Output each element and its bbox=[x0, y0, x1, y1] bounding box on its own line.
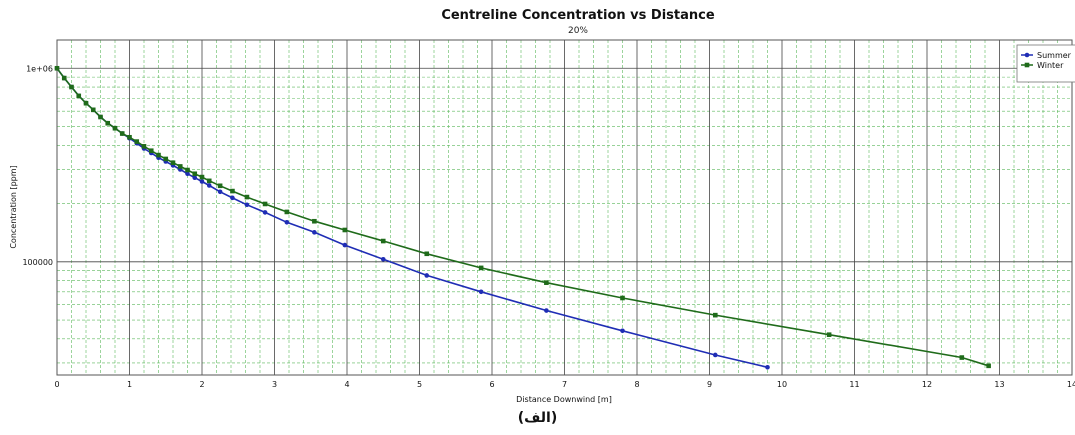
x-tick-label: 14 bbox=[1067, 380, 1075, 389]
data-point bbox=[217, 183, 223, 189]
minor-gridlines bbox=[57, 40, 1072, 375]
data-point bbox=[83, 100, 89, 106]
data-point bbox=[478, 265, 484, 271]
data-point bbox=[206, 183, 212, 188]
series-winter bbox=[54, 65, 991, 369]
x-tick-label: 10 bbox=[777, 380, 787, 389]
data-point bbox=[141, 144, 147, 149]
data-point bbox=[478, 289, 484, 295]
data-point bbox=[244, 202, 250, 208]
x-tick-label: 5 bbox=[417, 380, 422, 389]
legend-label: Summer bbox=[1037, 51, 1072, 60]
x-tick-label: 8 bbox=[634, 380, 639, 389]
data-point bbox=[230, 188, 235, 194]
x-tick-label: 0 bbox=[54, 380, 59, 389]
plot-border bbox=[56, 39, 1073, 376]
data-point bbox=[61, 75, 67, 81]
data-point bbox=[826, 332, 832, 337]
x-tick-labels: 0 1 2 3 4 5 6 7 8 9 10 11 12 13 14 bbox=[54, 380, 1075, 389]
data-point bbox=[230, 195, 235, 201]
data-point bbox=[206, 178, 212, 184]
y-tick-labels: 100000 1e+06 bbox=[22, 64, 53, 267]
data-point bbox=[217, 189, 223, 195]
data-point bbox=[986, 363, 991, 369]
data-point bbox=[134, 139, 140, 144]
x-tick-label: 1 bbox=[127, 380, 132, 389]
data-point bbox=[713, 352, 718, 358]
x-tick-label: 13 bbox=[994, 380, 1004, 389]
y-axis-label: Concentration [ppm] bbox=[9, 165, 18, 248]
concentration-chart: Centreline Concentration vs Distance 20%… bbox=[9, 8, 1075, 404]
y-tick-label: 100000 bbox=[22, 258, 53, 267]
data-point bbox=[69, 84, 74, 90]
data-point bbox=[199, 174, 205, 180]
data-point bbox=[262, 210, 268, 215]
y-tick-label: 1e+06 bbox=[26, 64, 53, 73]
data-point bbox=[284, 209, 290, 215]
data-point bbox=[170, 160, 176, 166]
data-point bbox=[342, 242, 348, 248]
data-point bbox=[192, 171, 198, 177]
data-point bbox=[312, 230, 317, 235]
x-tick-label: 2 bbox=[199, 380, 204, 389]
x-tick-label: 12 bbox=[922, 380, 932, 389]
data-point bbox=[148, 148, 154, 154]
chart-title: Centreline Concentration vs Distance bbox=[441, 8, 715, 23]
data-point bbox=[90, 107, 96, 113]
data-point bbox=[380, 238, 386, 244]
legend-label: Winter bbox=[1037, 61, 1064, 70]
data-point bbox=[544, 308, 549, 313]
series-layer bbox=[54, 65, 991, 370]
data-point bbox=[244, 194, 250, 200]
data-point bbox=[185, 171, 190, 177]
x-axis-label: Distance Downwind [m] bbox=[516, 395, 612, 404]
data-point bbox=[544, 280, 549, 285]
data-point bbox=[119, 131, 125, 136]
data-point bbox=[284, 219, 290, 225]
data-point bbox=[54, 65, 60, 71]
legend-marker bbox=[1024, 62, 1030, 68]
x-tick-label: 7 bbox=[562, 380, 567, 389]
data-point bbox=[620, 328, 625, 334]
data-point bbox=[112, 125, 118, 131]
chart-subtitle: 20% bbox=[568, 26, 588, 36]
data-point bbox=[76, 93, 82, 99]
data-point bbox=[127, 134, 132, 140]
data-point bbox=[185, 167, 190, 173]
legend-marker bbox=[1024, 52, 1030, 58]
data-point bbox=[765, 364, 770, 370]
data-point bbox=[156, 152, 161, 158]
figure-caption: (الف) bbox=[517, 410, 558, 426]
data-point bbox=[262, 201, 268, 207]
data-point bbox=[177, 164, 183, 169]
data-point bbox=[98, 114, 103, 120]
x-tick-label: 11 bbox=[849, 380, 859, 389]
data-point bbox=[713, 312, 718, 318]
data-point bbox=[192, 175, 198, 180]
data-point bbox=[199, 179, 205, 184]
data-point bbox=[163, 156, 169, 162]
x-tick-label: 6 bbox=[489, 380, 494, 389]
data-point bbox=[959, 355, 965, 360]
data-point bbox=[424, 273, 430, 278]
x-tick-label: 3 bbox=[272, 380, 277, 389]
data-point bbox=[424, 251, 430, 257]
x-tick-label: 9 bbox=[707, 380, 712, 389]
data-point bbox=[342, 227, 348, 233]
x-tick-label: 4 bbox=[344, 380, 349, 389]
data-point bbox=[380, 257, 386, 262]
data-point bbox=[105, 120, 111, 126]
data-point bbox=[620, 295, 625, 301]
data-point bbox=[312, 218, 317, 224]
